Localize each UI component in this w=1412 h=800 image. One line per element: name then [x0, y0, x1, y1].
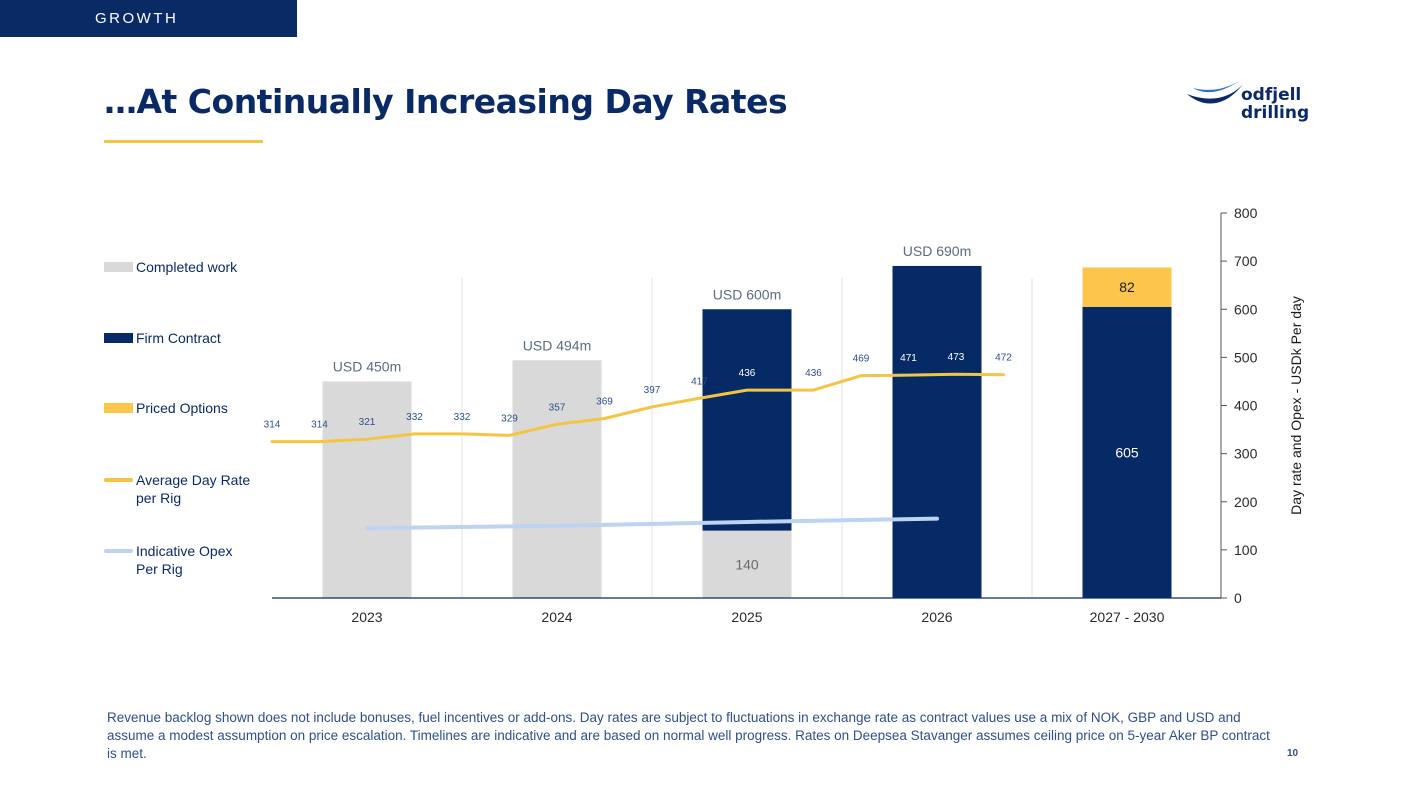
bar-total-label: USD 494m: [523, 337, 591, 353]
legend-item: Firm Contract: [104, 329, 221, 347]
logo-text: odfjell drilling: [1241, 86, 1309, 122]
company-logo: odfjell drilling: [1185, 78, 1315, 130]
opex-line: [365, 516, 939, 531]
legend-swatch: [104, 549, 133, 553]
bar-total-label: USD 690m: [903, 243, 971, 259]
day-rate-label: 329: [501, 413, 518, 424]
legend-label: Indicative Opex Per Rig: [136, 543, 233, 577]
title-underline: [104, 140, 263, 143]
day-rate-label: 332: [406, 412, 423, 423]
bar-value-label: 140: [735, 556, 759, 572]
y-tick-label: 800: [1234, 205, 1258, 221]
day-rate-label: 469: [853, 354, 870, 365]
y-tick-label: 400: [1234, 398, 1258, 414]
bar: [702, 530, 792, 598]
bar: [1082, 306, 1172, 598]
bar-value-label: 605: [1115, 444, 1139, 460]
bar: [702, 309, 792, 531]
legend-swatch: [104, 478, 133, 482]
day-rate-label: 436: [805, 368, 822, 379]
day-rate-label: 332: [454, 412, 471, 423]
bar: [512, 360, 602, 598]
logo-line-1: odfjell: [1241, 85, 1302, 105]
page-number: 10: [1287, 748, 1299, 759]
day-rate-label: 369: [596, 396, 613, 407]
backlog-chart: 140 605 82 USD 450m USD 494m USD 600m USD 690m…: [264, 205, 1304, 625]
bar-total-label: USD 600m: [713, 286, 781, 302]
y-tick-label: 100: [1234, 542, 1258, 558]
page-title: …At Continually Increasing Day Rates: [104, 82, 788, 121]
legend-item: Average Day Rate per Rig: [104, 471, 250, 507]
bar: [1082, 267, 1172, 307]
day-rate-label: 472: [995, 353, 1012, 364]
day-rate-label: 314: [311, 420, 328, 431]
day-rate-label: 314: [264, 420, 281, 431]
section-tag: GROWTH: [0, 0, 297, 37]
bar: [892, 265, 982, 598]
logo-wave-icon: [1187, 80, 1243, 104]
x-tick-label: 2026: [921, 609, 952, 625]
legend-item: Completed work: [104, 258, 237, 276]
day-rate-line: [270, 372, 1005, 444]
x-tick-label: 2024: [541, 609, 572, 625]
day-rate-label: 473: [948, 352, 965, 363]
legend-item: Priced Options: [104, 399, 228, 417]
x-tick-label: 2027 - 2030: [1090, 609, 1165, 625]
legend-swatch: [104, 333, 133, 343]
day-rate-label: 321: [359, 417, 376, 428]
logo-line-2: drilling: [1241, 103, 1310, 123]
legend-swatch: [104, 403, 133, 413]
day-rate-label: 436: [739, 368, 756, 379]
y-tick-label: 500: [1234, 349, 1258, 365]
day-rate-label: 357: [549, 402, 566, 413]
legend-label: Firm Contract: [136, 330, 221, 346]
legend-label: Completed work: [136, 259, 238, 275]
legend-item: Indicative Opex Per Rig: [104, 542, 233, 578]
footnote: Revenue backlog shown does not include b…: [107, 710, 1270, 761]
bar-total-label: USD 450m: [333, 358, 401, 374]
y-tick-label: 200: [1234, 494, 1258, 510]
bar-value-label: 82: [1119, 279, 1135, 295]
day-rate-label: 471: [900, 353, 917, 364]
x-tick-label: 2025: [731, 609, 762, 625]
y-tick-label: 600: [1234, 301, 1258, 317]
legend-swatch: [104, 262, 133, 272]
y-tick-label: 700: [1234, 253, 1258, 269]
day-rate-label: 417: [691, 376, 708, 387]
bar: [322, 381, 412, 598]
y-tick-label: 0: [1234, 590, 1242, 606]
day-rate-label: 397: [644, 385, 661, 396]
x-tick-label: 2023: [351, 609, 382, 625]
y-tick-label: 300: [1234, 446, 1258, 462]
y-axis-label: Day rate and Opex - USDk Per day: [1288, 296, 1304, 515]
legend-label: Priced Options: [136, 400, 228, 416]
legend-label: Average Day Rate per Rig: [136, 472, 251, 506]
